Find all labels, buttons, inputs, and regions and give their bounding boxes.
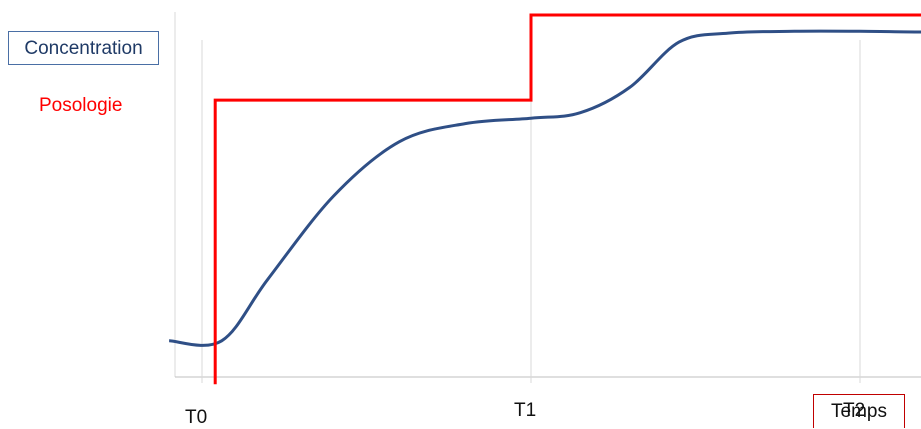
series-line-posologie <box>213 13 921 385</box>
series-line-concentration <box>168 29 921 347</box>
legend-concentration: Concentration <box>8 31 159 65</box>
x-tick-label-t0: T0 <box>185 407 208 428</box>
x-tick-label-t1: T1 <box>514 400 537 421</box>
legend-posologie: Posologie <box>39 95 123 116</box>
x-axis-label: Temps <box>813 394 905 428</box>
series-layer <box>168 13 921 385</box>
x-tick-label-t2: T2 <box>843 400 866 421</box>
axes <box>174 12 921 378</box>
